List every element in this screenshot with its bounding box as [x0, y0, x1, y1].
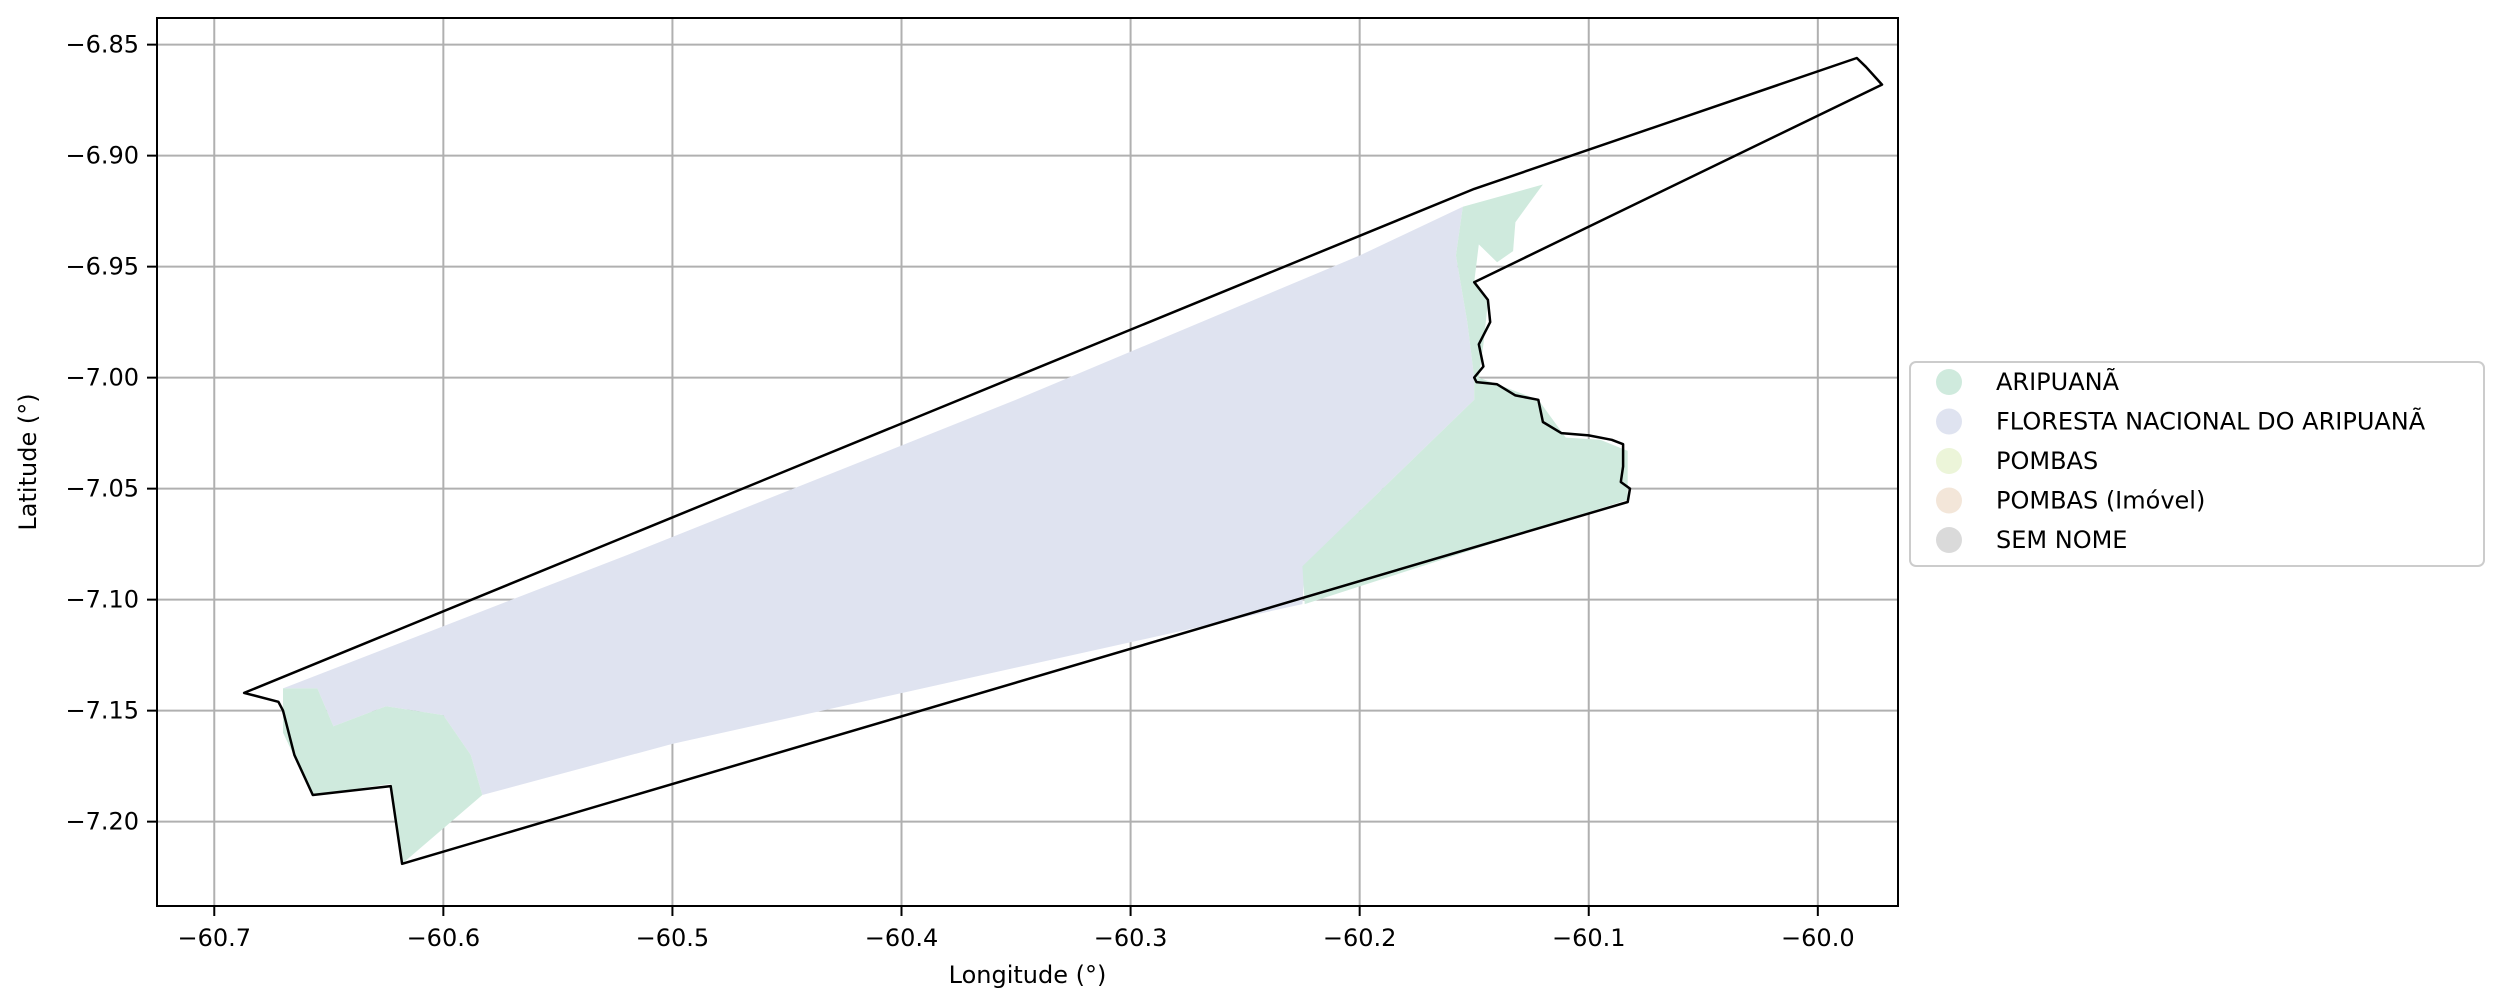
- legend-box: [1909, 361, 2485, 567]
- plot-frame: [156, 17, 1899, 907]
- y-tick-label: −7.15: [65, 697, 139, 725]
- x-tick-label: −60.5: [636, 924, 710, 952]
- y-tick-label: −7.20: [65, 808, 139, 836]
- x-tick-label: −60.3: [1094, 924, 1168, 952]
- legend-marker: [1936, 487, 1962, 514]
- x-tick-label: −60.4: [865, 924, 939, 952]
- y-axis-title: Latitude (°): [14, 393, 42, 530]
- y-tick-label: −6.95: [65, 253, 139, 281]
- x-tick-label: −60.1: [1552, 924, 1626, 952]
- axis-ticks: −60.7 −60.6 −60.5 −60.4 −60.3 −60.2 −60.1 −60.0…: [65, 31, 1854, 952]
- y-tick-label: −7.00: [65, 364, 139, 392]
- y-tick-label: −7.10: [65, 586, 139, 614]
- legend-label: SEM NOME: [1996, 526, 2127, 554]
- y-tick-label: −6.90: [65, 142, 139, 170]
- legend-label: POMBAS: [1996, 447, 2098, 475]
- x-tick-label: −60.7: [177, 924, 251, 952]
- legend-marker: [1936, 448, 1962, 474]
- boundary-outline: [242, 56, 1884, 866]
- map-layer-polygon: [283, 688, 483, 864]
- x-tick-label: −60.6: [407, 924, 481, 952]
- boundary-polygon: [242, 56, 1884, 866]
- map-layer-polygon: [1302, 184, 1628, 605]
- legend-marker: [1936, 408, 1962, 435]
- x-axis-title: Longitude (°): [949, 961, 1107, 989]
- legend: ARIPUANÃ FLORESTA NACIONAL DO ARIPUANÃ POM…: [1909, 361, 2485, 567]
- x-tick-label: −60.2: [1323, 924, 1397, 952]
- legend-label: POMBAS (Imóvel): [1996, 487, 2205, 515]
- y-tick-label: −6.85: [65, 31, 139, 59]
- legend-label: FLORESTA NACIONAL DO ARIPUANÃ: [1996, 406, 2426, 436]
- legend-label: ARIPUANÃ: [1996, 366, 2120, 396]
- legend-marker: [1936, 369, 1962, 395]
- map-layers: [283, 184, 1628, 864]
- y-tick-label: −7.05: [65, 475, 139, 503]
- legend-marker: [1936, 527, 1962, 553]
- map-layer-polygon: [283, 206, 1475, 795]
- x-tick-label: −60.0: [1781, 924, 1855, 952]
